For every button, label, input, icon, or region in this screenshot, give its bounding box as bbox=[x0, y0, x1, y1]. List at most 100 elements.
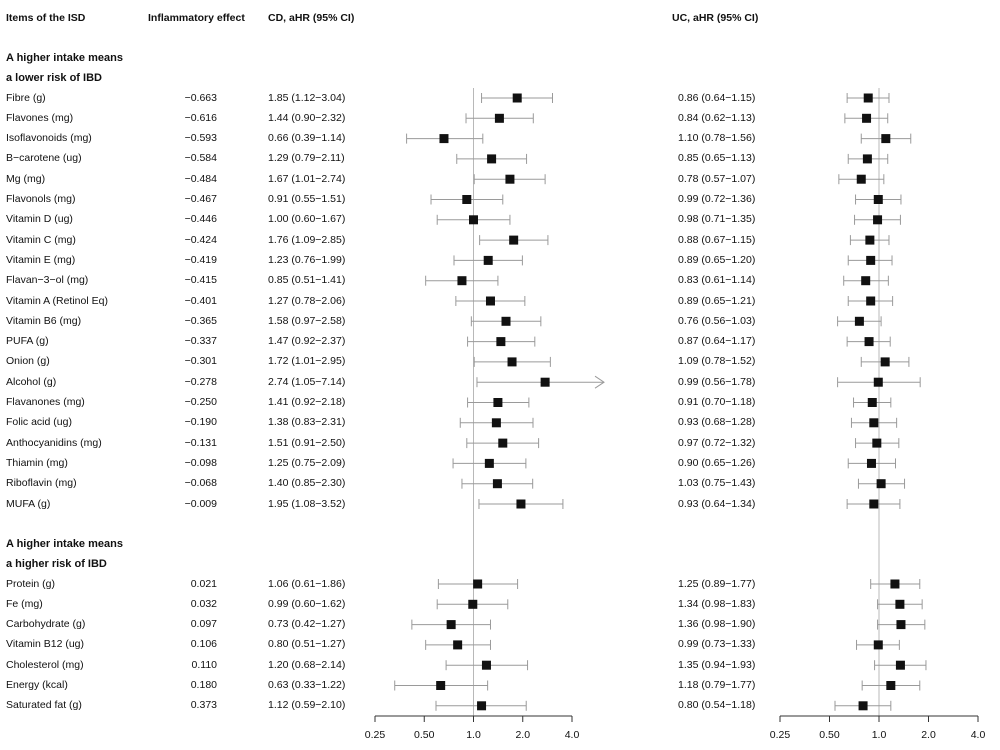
cd-hr-point bbox=[487, 154, 497, 164]
header-items: Items of the ISD bbox=[6, 12, 86, 24]
row-uc-ahr-text: 0.76 (0.56−1.03) bbox=[678, 314, 756, 327]
row-item-label: Vitamin C (mg) bbox=[6, 233, 76, 246]
uc-hr-point bbox=[872, 438, 882, 448]
cd-hr-point bbox=[453, 640, 463, 650]
uc-hr-point bbox=[864, 337, 874, 347]
row-cd-ahr-text: 1.95 (1.08−3.52) bbox=[268, 497, 346, 510]
uc-hr-point bbox=[895, 660, 905, 670]
cd-hr-point bbox=[507, 357, 517, 367]
row-inflammatory-effect: 0.106 bbox=[190, 638, 217, 651]
row-item-label: Fibre (g) bbox=[6, 91, 46, 104]
cd-hr-point bbox=[468, 599, 478, 609]
row-uc-ahr-text: 0.89 (0.65−1.21) bbox=[678, 294, 756, 307]
uc-hr-point bbox=[873, 215, 883, 225]
header-inflammatory-effect: Inflammatory effect bbox=[148, 12, 245, 24]
row-cd-ahr-text: 1.20 (0.68−2.14) bbox=[268, 658, 346, 671]
row-cd-ahr-text: 0.85 (0.51−1.41) bbox=[268, 274, 346, 287]
cd-hr-point bbox=[501, 316, 511, 326]
row-uc-ahr-text: 0.99 (0.56−1.78) bbox=[678, 375, 756, 388]
row-item-label: Vitamin B6 (mg) bbox=[6, 314, 82, 327]
cd-x-tick-label: 0.25 bbox=[365, 729, 386, 741]
row-item-label: Anthocyanidins (mg) bbox=[6, 436, 102, 449]
row-cd-ahr-text: 1.06 (0.61−1.86) bbox=[268, 577, 346, 590]
uc-x-tick-label: 0.50 bbox=[819, 729, 840, 741]
row-cd-ahr-text: 1.27 (0.78−2.06) bbox=[268, 294, 346, 307]
row-item-label: Riboflavin (mg) bbox=[6, 477, 77, 490]
row-cd-ahr-text: 1.29 (0.79−2.11) bbox=[268, 152, 345, 165]
uc-hr-point bbox=[866, 296, 876, 306]
row-item-label: Folic acid (ug) bbox=[6, 416, 72, 429]
row-uc-ahr-text: 1.34 (0.98−1.83) bbox=[678, 597, 756, 610]
cd-hr-point bbox=[477, 701, 487, 711]
row-item-label: Flavanones (mg) bbox=[6, 396, 85, 408]
uc-hr-point bbox=[873, 640, 883, 650]
row-inflammatory-effect: −0.467 bbox=[184, 193, 217, 205]
row-uc-ahr-text: 0.86 (0.64−1.15) bbox=[678, 91, 756, 104]
cd-hr-point bbox=[494, 113, 504, 123]
row-item-label: Protein (g) bbox=[6, 577, 56, 590]
cd-hr-point bbox=[540, 377, 550, 387]
row-uc-ahr-text: 1.36 (0.98−1.90) bbox=[678, 618, 756, 631]
row-inflammatory-effect: −0.250 bbox=[184, 396, 217, 408]
cd-hr-point bbox=[505, 174, 515, 184]
row-cd-ahr-text: 1.25 (0.75−2.09) bbox=[268, 456, 346, 469]
row-cd-ahr-text: 1.67 (1.01−2.74) bbox=[268, 172, 346, 185]
row-inflammatory-effect: −0.593 bbox=[184, 132, 217, 145]
cd-hr-point bbox=[439, 134, 449, 144]
row-inflammatory-effect: −0.301 bbox=[184, 355, 217, 368]
uc-hr-point bbox=[862, 113, 872, 123]
row-uc-ahr-text: 0.83 (0.61−1.14) bbox=[678, 274, 756, 287]
row-uc-ahr-text: 1.10 (0.78−1.56) bbox=[678, 132, 756, 145]
row-cd-ahr-text: 1.85 (1.12−3.04) bbox=[268, 91, 346, 104]
uc-hr-point bbox=[866, 458, 876, 468]
row-cd-ahr-text: 1.23 (0.76−1.99) bbox=[268, 253, 346, 266]
uc-hr-point bbox=[858, 701, 868, 711]
cd-hr-point bbox=[512, 93, 522, 103]
row-inflammatory-effect: 0.110 bbox=[191, 658, 218, 671]
cd-hr-point bbox=[516, 499, 526, 509]
row-cd-ahr-text: 2.74 (1.05−7.14) bbox=[268, 375, 346, 388]
uc-x-tick-label: 2.0 bbox=[921, 729, 936, 741]
row-uc-ahr-text: 1.25 (0.89−1.77) bbox=[678, 577, 756, 590]
row-item-label: Onion (g) bbox=[6, 355, 50, 368]
uc-hr-point bbox=[862, 154, 872, 164]
row-inflammatory-effect: 0.097 bbox=[190, 618, 217, 631]
row-item-label: MUFA (g) bbox=[6, 497, 51, 510]
row-cd-ahr-text: 0.99 (0.60−1.62) bbox=[268, 597, 346, 610]
row-item-label: Cholesterol (mg) bbox=[6, 658, 84, 671]
row-item-label: Thiamin (mg) bbox=[6, 456, 68, 469]
uc-hr-point bbox=[856, 174, 866, 184]
row-cd-ahr-text: 0.66 (0.39−1.14) bbox=[268, 132, 346, 145]
cd-hr-point bbox=[436, 681, 446, 690]
row-inflammatory-effect: −0.419 bbox=[184, 253, 217, 266]
row-inflammatory-effect: −0.446 bbox=[184, 213, 217, 226]
uc-hr-point bbox=[896, 620, 906, 630]
row-inflammatory-effect: −0.616 bbox=[184, 111, 217, 124]
uc-hr-point bbox=[863, 93, 873, 103]
row-cd-ahr-text: 1.76 (1.09−2.85) bbox=[268, 233, 346, 246]
row-uc-ahr-text: 0.99 (0.72−1.36) bbox=[678, 193, 756, 205]
row-uc-ahr-text: 1.35 (0.94−1.93) bbox=[678, 658, 756, 671]
row-uc-ahr-text: 0.91 (0.70−1.18) bbox=[678, 396, 756, 408]
row-uc-ahr-text: 0.93 (0.64−1.34) bbox=[678, 497, 756, 510]
row-item-label: Flavonols (mg) bbox=[6, 193, 76, 205]
uc-hr-point bbox=[869, 418, 879, 428]
row-inflammatory-effect: −0.131 bbox=[184, 436, 217, 449]
cd-hr-point bbox=[484, 458, 494, 468]
uc-hr-point bbox=[866, 255, 876, 265]
row-cd-ahr-text: 1.40 (0.85−2.30) bbox=[268, 477, 346, 490]
cd-hr-point bbox=[481, 660, 491, 670]
header-uc-ahr: UC, aHR (95% CI) bbox=[672, 12, 759, 24]
row-inflammatory-effect: −0.424 bbox=[184, 233, 217, 246]
row-uc-ahr-text: 1.09 (0.78−1.52) bbox=[678, 355, 756, 368]
row-uc-ahr-text: 0.98 (0.71−1.35) bbox=[678, 213, 756, 226]
row-item-label: Vitamin E (mg) bbox=[6, 253, 76, 266]
row-cd-ahr-text: 1.72 (1.01−2.95) bbox=[268, 355, 346, 368]
row-cd-ahr-text: 0.80 (0.51−1.27) bbox=[268, 638, 346, 651]
row-inflammatory-effect: 0.373 bbox=[190, 699, 217, 712]
cd-hr-point bbox=[498, 438, 508, 448]
row-inflammatory-effect: −0.415 bbox=[184, 274, 217, 287]
row-inflammatory-effect: 0.021 bbox=[190, 577, 217, 590]
cd-ci-arrow bbox=[594, 375, 605, 389]
